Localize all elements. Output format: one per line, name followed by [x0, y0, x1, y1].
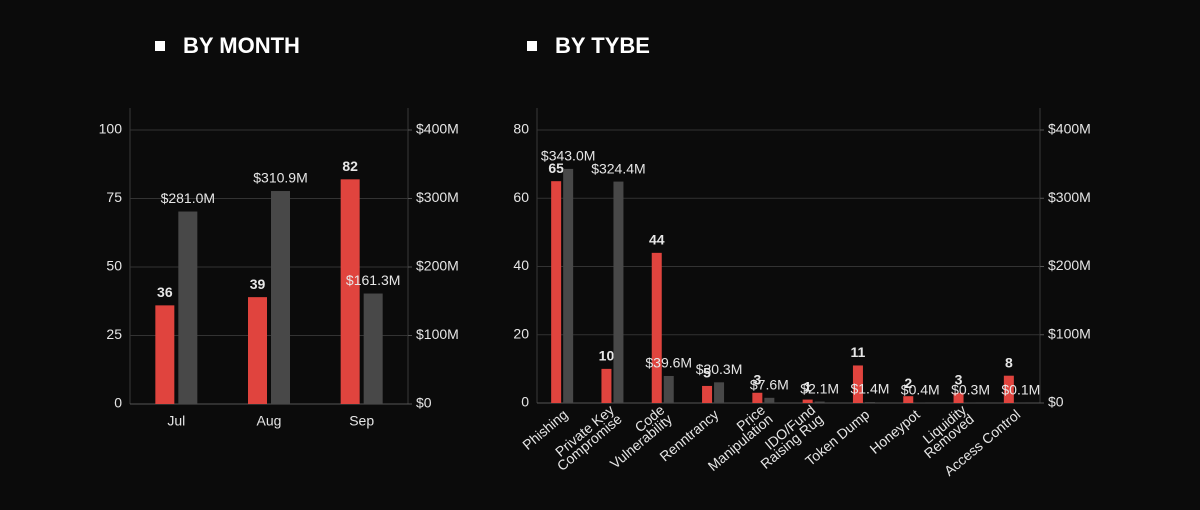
y2-tick-label: $0 [416, 395, 432, 411]
amount-label: $30.3M [696, 361, 743, 377]
amount-label: $0.4M [901, 381, 940, 397]
y2-tick-label: $0 [1048, 394, 1064, 410]
count-label: 65 [548, 160, 564, 176]
bar [953, 392, 964, 403]
bar [248, 297, 267, 404]
bar [651, 252, 662, 403]
y-tick-label: 20 [513, 325, 529, 341]
y-tick-label: 25 [106, 326, 122, 342]
y2-tick-label: $400M [1048, 121, 1091, 137]
y2-tick-label: $200M [1048, 257, 1091, 273]
x-tick-label: Jul [167, 413, 185, 429]
bar [601, 368, 612, 403]
bar [663, 375, 674, 403]
count-label: 2 [904, 375, 912, 391]
bar [752, 392, 763, 403]
y-tick-label: 75 [106, 189, 122, 205]
y-tick-label: 40 [513, 257, 529, 273]
y-tick-label: 0 [114, 395, 122, 411]
bar [864, 402, 875, 403]
amount-label: $324.4M [591, 160, 645, 176]
bar [271, 191, 290, 404]
count-label: 36 [157, 284, 173, 300]
bar [702, 385, 713, 403]
bar [1003, 375, 1014, 403]
bar [802, 399, 813, 403]
count-label: 3 [753, 371, 761, 387]
amount-label: $1.4M [850, 381, 889, 397]
bar [903, 396, 914, 403]
y-tick-label: 60 [513, 189, 529, 205]
x-tick-label: Aug [257, 413, 282, 429]
y-tick-label: 50 [106, 258, 122, 274]
count-label: 3 [955, 371, 963, 387]
amount-label: $310.9M [253, 170, 307, 186]
bar [563, 168, 574, 403]
chart-title: BY TYBE [555, 33, 650, 58]
title-bullet [155, 41, 165, 51]
bar [551, 181, 562, 403]
amount-label: $39.6M [645, 355, 692, 371]
amount-label: $161.3M [346, 272, 400, 288]
y2-tick-label: $100M [1048, 325, 1091, 341]
title-bullet [527, 41, 537, 51]
bar [613, 181, 624, 403]
count-label: 8 [1005, 354, 1013, 370]
count-label: 39 [250, 276, 266, 292]
bar [155, 305, 175, 404]
bar [340, 179, 360, 404]
bar [363, 293, 383, 404]
y-tick-label: 0 [521, 394, 529, 410]
y2-tick-label: $300M [416, 189, 459, 205]
count-label: 5 [703, 365, 711, 381]
count-label: 1 [804, 378, 812, 394]
amount-label: $0.3M [951, 381, 990, 397]
y2-tick-label: $300M [1048, 189, 1091, 205]
count-label: 82 [342, 158, 358, 174]
chart-title: BY MONTH [183, 33, 300, 58]
amount-label: $0.1M [1001, 382, 1040, 398]
count-label: 10 [599, 348, 615, 364]
bar [764, 397, 775, 403]
amount-label: $281.0M [161, 190, 215, 206]
bar [852, 365, 863, 403]
y2-tick-label: $400M [416, 121, 459, 137]
count-label: 44 [649, 232, 665, 248]
amount-label: $7.6M [750, 377, 789, 393]
bar [178, 211, 198, 404]
amount-label: $2.1M [800, 380, 839, 396]
x-tick-label: Sep [349, 413, 374, 429]
count-label: 11 [851, 344, 866, 360]
bar [814, 401, 825, 403]
y2-tick-label: $100M [416, 326, 459, 342]
y2-tick-label: $200M [416, 258, 459, 274]
y-tick-label: 100 [99, 121, 123, 137]
bar [714, 382, 725, 403]
amount-label: $343.0M [541, 148, 595, 164]
y-tick-label: 80 [513, 121, 529, 137]
